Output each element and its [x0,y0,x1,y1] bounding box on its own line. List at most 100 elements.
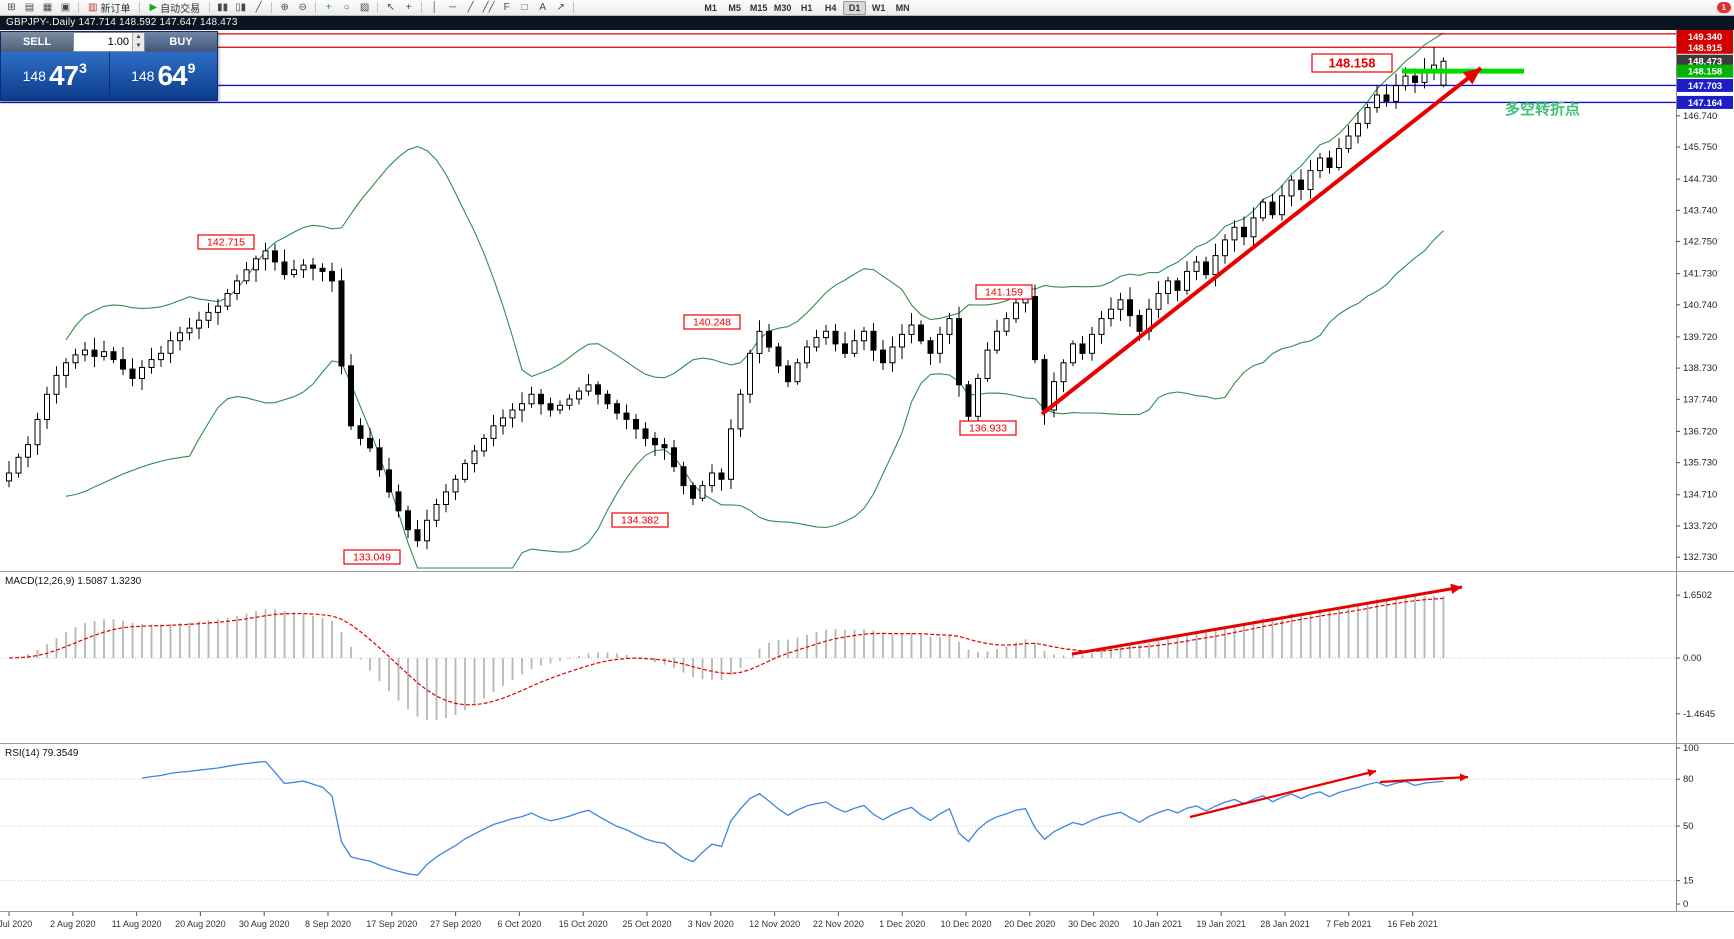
candlestick-mode-icon[interactable]: ▯▮ [235,1,247,13]
price-callout-141.159[interactable] [975,284,1033,300]
price-callout-136.933[interactable] [959,420,1017,436]
bid-point: 3 [79,60,87,76]
rsi-trend-arrow-2[interactable] [1379,773,1469,784]
templates-icon[interactable]: ▨ [359,1,370,13]
new-chart-icon[interactable]: ⊞ [7,1,16,13]
crosshair-icon[interactable]: + [405,1,412,13]
market-watch-icon[interactable]: ▦ [42,1,53,13]
auto-trading-button[interactable]: ▶ 自动交易 [144,1,205,15]
timeframe-M5[interactable]: M5 [728,2,741,13]
date-axis-label: 23 Jul 2020 [0,919,32,929]
rsi-label: RSI(14) 79.3549 [5,748,79,759]
timeframe-W1[interactable]: W1 [871,2,886,13]
lot-size-field[interactable]: 1.00 ▲ ▼ [73,32,145,52]
price-badge-147.164 [1677,95,1733,109]
price-badge-text: 148.158 [1688,67,1722,78]
timeframe-H1[interactable]: H1 [800,2,813,13]
price-axis-label: 134.710 [1683,490,1717,501]
price-axis-label: 137.740 [1683,394,1717,405]
date-axis-label: 3 Nov 2020 [688,919,734,929]
text-tool-icon[interactable]: A [539,1,546,13]
arrows-tool-icon[interactable]: ↗ [556,1,565,13]
cursor-icon[interactable]: ↖ [386,1,395,13]
rsi-axis-label: 15 [1683,876,1694,887]
bar-chart-mode-icon[interactable]: ▮▮ [217,1,229,13]
price-axis[interactable] [1676,30,1734,939]
price-callout-142.715[interactable] [197,234,255,250]
rsi-trend-arrow-1[interactable] [1189,769,1377,819]
sell-button[interactable]: SELL [1,32,73,52]
fibonacci-tool-icon[interactable]: F [503,1,510,13]
price-axis-label: 145.750 [1683,142,1717,153]
price-callout-134.382[interactable] [611,512,669,528]
ask-price[interactable]: 148 64 9 [110,52,218,100]
timeframe-M30[interactable]: M30 [773,2,792,13]
profiles-icon[interactable]: ▤ [24,1,35,13]
date-axis-label: 7 Feb 2021 [1326,919,1372,929]
chart-canvas[interactable]: 142.715 140.248 141.159 136.933 134.382 133.0… [0,30,1734,939]
shapes-tool-icon[interactable]: □ [521,1,528,13]
auto-trading-label: 自动交易 [160,4,201,15]
macd-histogram [17,595,1445,720]
price-callout-text: 148.158 [1329,56,1376,71]
trendline-tool-icon[interactable]: ╱ [467,1,474,13]
buy-button[interactable]: BUY [145,32,217,52]
timeframe-D1[interactable]: D1 [843,0,867,15]
price-axis-label: 136.720 [1683,426,1717,437]
bollinger-upper-band [65,32,1444,379]
bollinger-lower-band [65,230,1444,569]
lot-size-value[interactable]: 1.00 [107,36,129,48]
price-badge-147.703 [1677,78,1733,92]
date-axis-label: 30 Aug 2020 [239,919,290,929]
indicators-add-icon[interactable]: + [325,1,332,13]
price-badge-text: 147.703 [1688,81,1722,92]
toolbar-separator [271,2,273,13]
date-axis-label: 22 Nov 2020 [813,919,864,929]
timeframe-MN[interactable]: MN [895,2,910,13]
macd-axis-label: 1.6502 [1683,590,1712,601]
new-order-button[interactable]: ▥ 新订单 [83,1,135,15]
price-axis-label: 142.750 [1683,236,1717,247]
bid-price[interactable]: 148 47 3 [1,52,110,100]
horizontal-line-tool-icon[interactable]: ─ [449,1,457,13]
turning-point-annotation[interactable]: 多空转折点 [1505,100,1580,118]
date-axis-label: 17 Sep 2020 [366,919,417,929]
price-callout-140.248[interactable] [683,314,741,330]
new-order-icon: ▥ [88,2,98,13]
new-order-label: 新订单 [100,4,131,15]
macd-trend-arrow[interactable] [1071,583,1463,656]
date-axis-label: 30 Dec 2020 [1068,919,1119,929]
price-callout-133.049[interactable] [343,549,401,565]
periods-clock-icon[interactable]: ○ [343,1,350,13]
data-window-icon[interactable]: ▣ [60,1,71,13]
date-axis-label: 15 Oct 2020 [559,919,608,929]
lot-stepper[interactable]: ▲ ▼ [132,33,144,51]
channel-tool-icon[interactable]: ╱╱ [482,1,495,13]
price-axis-label: 141.730 [1683,269,1717,280]
line-chart-mode-icon[interactable]: ╱ [255,1,262,13]
price-axis-label: 135.730 [1683,458,1717,469]
notification-badge[interactable]: 1 [1716,2,1731,13]
macd-signal-line [8,597,1444,706]
date-axis-label: 2 Aug 2020 [50,919,96,929]
toolbar-separator [78,2,79,13]
toolbar-separator [139,2,141,13]
zoom-in-icon[interactable]: ⊕ [280,1,289,13]
date-axis-label: 8 Sep 2020 [305,919,351,929]
macd-axis-label: -1.4645 [1683,709,1715,720]
price-badge-149.340 [1677,30,1733,43]
lot-decrement-icon[interactable]: ▼ [135,43,142,49]
price-callout-text: 142.715 [207,237,245,249]
lot-increment-icon[interactable]: ▲ [135,34,142,40]
price-badge-text: 148.473 [1688,57,1722,68]
vertical-line-tool-icon[interactable]: │ [431,1,438,13]
price-callout-148.158[interactable] [1311,53,1393,73]
timeframe-M15[interactable]: M15 [749,2,768,13]
date-axis-label: 25 Oct 2020 [622,919,671,929]
timeframe-H4[interactable]: H4 [824,2,837,13]
zoom-out-icon[interactable]: ⊖ [298,1,307,13]
auto-trading-icon: ▶ [149,2,158,13]
main-trend-arrow[interactable] [1040,66,1483,416]
timeframe-M1[interactable]: M1 [704,2,717,13]
